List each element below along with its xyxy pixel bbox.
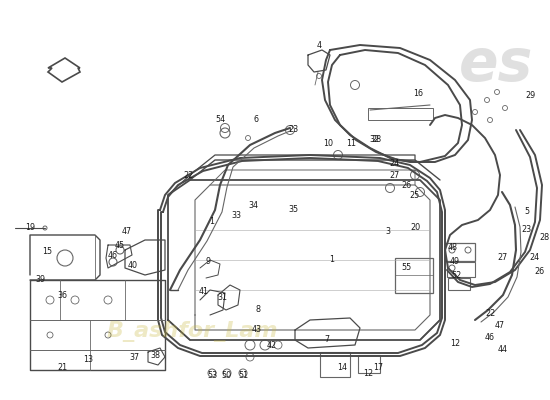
Text: 39: 39 [35,276,45,284]
Bar [368,108,433,120]
Text: 50: 50 [221,370,231,380]
Text: 15: 15 [42,248,52,256]
Text: 53: 53 [207,370,217,380]
Text: 37: 37 [129,354,139,362]
Text: 45: 45 [115,242,125,250]
Text: 36: 36 [57,292,67,300]
Text: 44: 44 [498,346,508,354]
Text: 52: 52 [452,270,462,280]
Text: 27: 27 [498,254,508,262]
Text: 49: 49 [450,258,460,266]
Text: 35: 35 [288,206,298,214]
Text: 12: 12 [363,368,373,378]
Text: 23: 23 [521,226,531,234]
Text: 24: 24 [389,158,399,168]
Text: 51: 51 [238,370,248,380]
Text: 47: 47 [495,320,505,330]
Text: 20: 20 [410,224,420,232]
Text: 22: 22 [183,170,193,180]
Bar [395,258,433,293]
Text: 46: 46 [485,334,495,342]
Text: 5: 5 [525,208,530,216]
Text: 16: 16 [413,88,423,98]
Text: 11: 11 [346,138,356,148]
Text: es: es [459,36,534,93]
Text: 29: 29 [525,90,535,100]
Bar [447,262,475,277]
Text: 28: 28 [539,234,549,242]
Text: 31: 31 [217,294,227,302]
Text: 46: 46 [108,252,118,260]
Text: 48: 48 [448,244,458,252]
Text: 22: 22 [485,308,495,318]
Bar [445,243,475,261]
Text: 6: 6 [254,116,258,124]
Text: 19: 19 [25,224,35,232]
Text: B_ashfor_Lam: B_ashfor_Lam [107,322,278,342]
Bar [448,278,470,290]
Text: 7: 7 [324,336,329,344]
Text: 32: 32 [369,136,379,144]
Text: 3: 3 [386,228,390,236]
Text: 38: 38 [150,350,160,360]
Text: 17: 17 [373,364,383,372]
Text: 8: 8 [256,306,261,314]
Text: 41: 41 [199,288,209,296]
Text: 40: 40 [128,260,138,270]
Text: 1: 1 [210,218,215,226]
Text: 21: 21 [57,364,67,372]
Text: 26: 26 [401,180,411,190]
Text: 14: 14 [337,364,347,372]
Text: 24: 24 [529,254,539,262]
Text: 1: 1 [329,256,334,264]
Text: 4: 4 [316,40,322,50]
Bar [358,355,380,373]
Text: 9: 9 [206,258,211,266]
Text: 43: 43 [252,326,262,334]
Text: 33: 33 [231,210,241,220]
Text: 26: 26 [534,268,544,276]
Text: 13: 13 [83,356,93,364]
Text: 34: 34 [248,200,258,210]
Text: 42: 42 [267,340,277,350]
Text: 55: 55 [401,264,411,272]
Text: 27: 27 [389,170,399,180]
Text: 54: 54 [215,116,225,124]
Text: 23: 23 [288,126,298,134]
Text: 10: 10 [323,138,333,148]
Text: 25: 25 [409,192,419,200]
Text: 12: 12 [450,338,460,348]
Bar [320,352,350,377]
Text: 47: 47 [122,228,132,236]
Text: 28: 28 [371,136,381,144]
